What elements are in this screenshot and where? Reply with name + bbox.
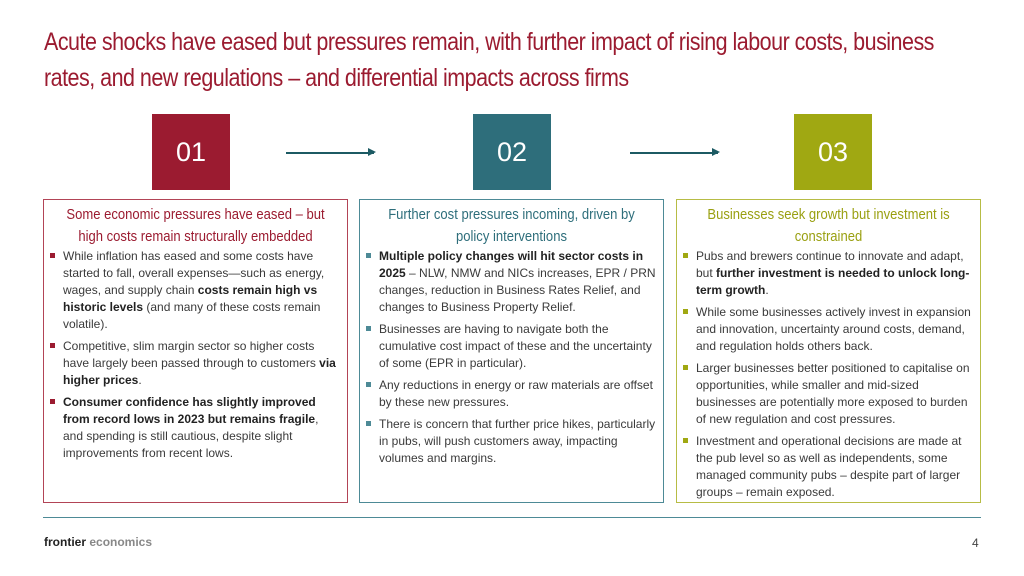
bullet-text-bold: costs remain high vs historic levels: [63, 283, 318, 314]
panel-heading: Further cost pressures incoming, driven …: [388, 207, 635, 245]
bullet-text: .: [765, 283, 769, 297]
arrow-right-icon: [286, 149, 376, 155]
bullet-text-bold: Consumer confidence has slightly improve…: [63, 395, 316, 426]
bullet-text: .: [138, 373, 142, 387]
bullet-text-bold: further investment is needed to unlock l…: [696, 266, 970, 297]
bullet-item: Pubs and brewers continue to innovate an…: [683, 248, 974, 299]
bullet-item: Competitive, slim margin sector so highe…: [50, 338, 341, 389]
panel-heading: Some economic pressures have eased – but…: [66, 207, 325, 245]
bullet-item: Larger businesses better positioned to c…: [683, 360, 974, 428]
brand-logo: frontier economics: [44, 535, 152, 549]
bullet-list: Pubs and brewers continue to innovate an…: [677, 248, 980, 501]
bullet-item: While some businesses actively invest in…: [683, 304, 974, 355]
brand-name-bold: frontier: [44, 535, 86, 549]
bullet-item: There is concern that further price hike…: [366, 416, 657, 467]
panel-heading: Businesses seek growth but investment is…: [707, 207, 950, 245]
bullet-text: , and spending is still cautious, despit…: [63, 412, 319, 460]
panel-economic-pressures: Some economic pressures have eased – but…: [43, 199, 348, 503]
bullet-text-bold: via higher prices: [63, 356, 336, 387]
bullet-list: While inflation has eased and some costs…: [44, 248, 347, 462]
bullet-item: Investment and operational decisions are…: [683, 433, 974, 501]
bullet-text: Investment and operational decisions are…: [696, 434, 962, 499]
bullet-item: Multiple policy changes will hit sector …: [366, 248, 657, 316]
bullet-text: Pubs and brewers continue to innovate an…: [696, 249, 964, 280]
bullet-text: While some businesses actively invest in…: [696, 305, 971, 353]
page-title: Acute shocks have eased but pressures re…: [44, 28, 934, 92]
panel-cost-pressures: Further cost pressures incoming, driven …: [359, 199, 664, 503]
bullet-item: Consumer confidence has slightly improve…: [50, 394, 341, 462]
bullet-text: While inflation has eased and some costs…: [63, 249, 325, 297]
bullet-text: – NLW, NMW and NICs increases, EPR / PRN…: [379, 266, 656, 314]
step-01-box: 01: [152, 114, 230, 190]
step-02-box: 02: [473, 114, 551, 190]
bullet-text: Any reductions in energy or raw material…: [379, 378, 653, 409]
bullet-text: Businesses are having to navigate both t…: [379, 322, 652, 370]
footer-divider: [43, 517, 981, 518]
bullet-text: There is concern that further price hike…: [379, 417, 656, 465]
bullet-item: Any reductions in energy or raw material…: [366, 377, 657, 411]
bullet-list: Multiple policy changes will hit sector …: [360, 248, 663, 467]
bullet-text: Larger businesses better positioned to c…: [696, 361, 970, 426]
brand-name-light: economics: [89, 535, 153, 549]
bullet-item: While inflation has eased and some costs…: [50, 248, 341, 333]
bullet-text: (and many of these costs remain volatile…: [63, 300, 321, 331]
bullet-text: Competitive, slim margin sector so highe…: [63, 339, 320, 370]
step-03-box: 03: [794, 114, 872, 190]
page-number: 4: [972, 536, 979, 550]
bullet-item: Businesses are having to navigate both t…: [366, 321, 657, 372]
arrow-right-icon: [630, 149, 720, 155]
bullet-text-bold: Multiple policy changes will hit sector …: [379, 249, 644, 280]
panel-growth-investment: Businesses seek growth but investment is…: [676, 199, 981, 503]
